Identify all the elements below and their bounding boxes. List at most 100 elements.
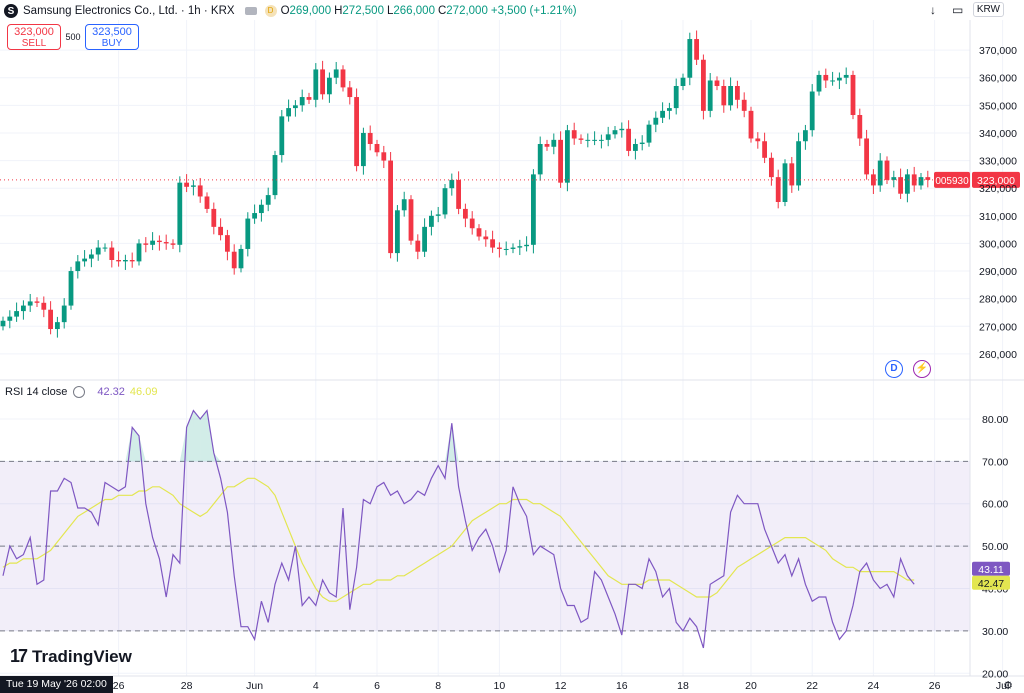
symbol-logo-icon: S	[4, 4, 18, 18]
symbol-title[interactable]: Samsung Electronics Co., Ltd. · 1h · KRX	[23, 5, 235, 17]
buy-label: BUY	[101, 38, 123, 49]
time-tick-label: 6	[374, 680, 380, 692]
candle	[537, 144, 543, 175]
candle	[150, 240, 155, 245]
candle	[646, 124, 652, 143]
rsi-band	[0, 460, 970, 632]
candle	[395, 210, 400, 254]
candle	[225, 235, 230, 252]
ohlc-open-label: O	[280, 5, 290, 17]
candle	[333, 69, 339, 78]
candle	[871, 174, 876, 186]
price-tick-label: 260,000	[979, 349, 1017, 361]
candle	[735, 86, 740, 100]
time-tick-label: 28	[181, 680, 193, 692]
candle	[571, 130, 577, 139]
candle	[136, 243, 142, 262]
candle	[667, 108, 672, 111]
time-tick-label: 12	[555, 680, 567, 692]
candle	[558, 139, 563, 183]
candle	[503, 248, 509, 250]
overbought-fill	[132, 427, 139, 462]
rsi-tick-label: 60.00	[982, 499, 1008, 511]
price-tick-label: 360,000	[979, 73, 1017, 85]
candle	[769, 157, 774, 178]
symbol-header: S Samsung Electronics Co., Ltd. · 1h · K…	[4, 2, 580, 20]
price-tick-label: 290,000	[979, 266, 1017, 278]
rsi-tick-label: 50.00	[982, 541, 1008, 553]
candle	[599, 139, 604, 141]
time-tick-label: Jul	[996, 680, 1009, 692]
candle	[755, 138, 761, 142]
screenshot-icon[interactable]: ▭	[952, 3, 964, 17]
currency-selector[interactable]: KRW	[972, 2, 1004, 17]
candle	[7, 316, 13, 321]
ohlc-open-value: 269,000	[289, 5, 332, 17]
sell-button[interactable]: 323,000 SELL	[7, 24, 61, 50]
arrow-down-icon[interactable]: ↓	[930, 3, 936, 17]
overbought-fill	[445, 423, 452, 462]
rsi-ma-line	[2, 477, 915, 602]
rsi-tick-label: 70.00	[982, 456, 1008, 468]
candle	[293, 105, 298, 109]
rsi-line	[2, 409, 915, 649]
candle	[592, 139, 597, 141]
candle	[789, 163, 795, 186]
time-tick-label: 22	[806, 680, 818, 692]
candle	[143, 243, 149, 245]
candle	[796, 141, 801, 186]
candle	[673, 86, 679, 109]
candle	[61, 305, 67, 323]
candle	[639, 142, 645, 144]
rsi-value-tag-label: 42.47	[978, 578, 1004, 590]
rsi-header: RSI 14 close 42.32 46.09	[5, 386, 157, 398]
candle	[517, 246, 523, 248]
price-change: +3,500 (+1.21%)	[490, 5, 577, 17]
candle	[843, 74, 849, 78]
axes: 005930 323,000 370,000 360,000 350,000 340,00…	[0, 20, 1024, 692]
time-tick-label: 16	[616, 680, 628, 692]
rsi-title[interactable]: RSI 14 close	[5, 386, 68, 398]
candle	[68, 271, 74, 306]
ohlc-high-label: H	[334, 5, 343, 17]
candle	[585, 139, 591, 141]
buy-button[interactable]: 323,500 BUY	[85, 24, 139, 50]
lightning-badge-icon[interactable]: ⚡	[913, 360, 931, 378]
candle	[823, 74, 829, 81]
last-price-tag	[972, 171, 1020, 188]
tradingview-logo[interactable]: 17 TradingView	[10, 646, 132, 667]
candle	[191, 185, 196, 187]
time-tick-label: 20	[745, 680, 757, 692]
candle	[55, 322, 60, 330]
candle	[891, 177, 897, 180]
overbought-fill	[451, 423, 459, 462]
candle	[401, 199, 407, 211]
candle	[89, 254, 94, 259]
rsi-tick-label: 30.00	[982, 626, 1008, 638]
candle	[374, 144, 380, 153]
dividend-badge-icon[interactable]: D	[885, 360, 903, 378]
tradingview-mark-icon: 17	[10, 646, 28, 666]
candle	[41, 302, 47, 310]
refresh-icon[interactable]	[73, 386, 86, 398]
time-tick-label: 26	[929, 680, 941, 692]
candle	[327, 77, 332, 95]
candle	[306, 97, 312, 100]
candle	[116, 260, 121, 262]
candle	[816, 74, 822, 92]
candle	[857, 115, 863, 139]
candle	[864, 138, 869, 175]
grid	[0, 20, 1004, 676]
candle	[680, 77, 686, 86]
candle	[218, 226, 223, 236]
candle	[660, 110, 665, 118]
ohlc-high-value: 272,500	[342, 5, 384, 17]
candle	[884, 160, 890, 180]
candle	[850, 74, 856, 115]
candle	[272, 155, 278, 196]
candle	[762, 141, 767, 158]
market-status-icon: D	[264, 5, 277, 17]
candle	[157, 240, 162, 243]
candle	[129, 260, 135, 262]
